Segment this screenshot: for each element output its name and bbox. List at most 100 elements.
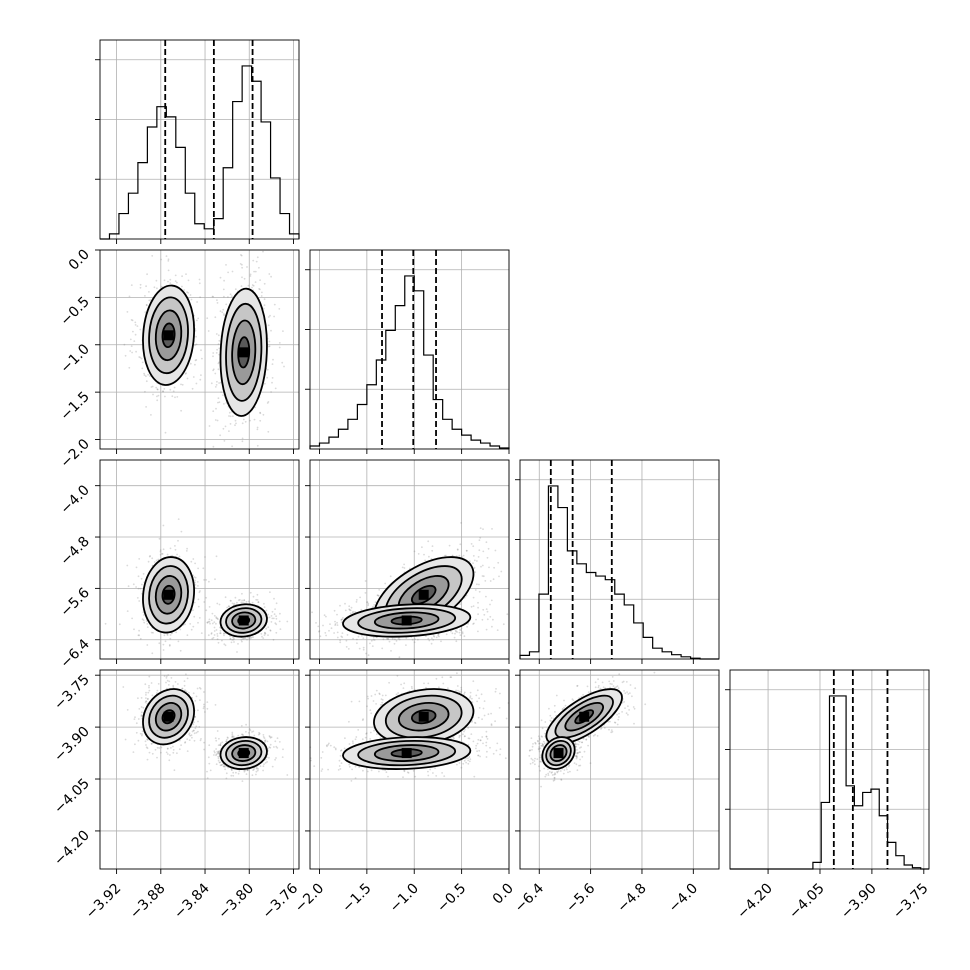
scatter-point bbox=[477, 613, 479, 616]
scatter-point bbox=[137, 634, 140, 637]
scatter-point bbox=[262, 637, 265, 639]
scatter-point bbox=[214, 386, 217, 388]
scatter-point bbox=[242, 418, 245, 421]
scatter-point bbox=[157, 683, 160, 685]
scatter-point bbox=[484, 580, 487, 582]
scatter-point bbox=[194, 581, 196, 584]
scatter-point bbox=[167, 280, 169, 283]
y-tick-label: −0.5 bbox=[57, 294, 92, 329]
scatter-point bbox=[156, 689, 159, 692]
scatter-point bbox=[456, 549, 459, 551]
scatter-point bbox=[339, 641, 342, 644]
scatter-point bbox=[167, 260, 170, 262]
scatter-point bbox=[217, 343, 220, 345]
scatter-point bbox=[144, 390, 146, 393]
scatter-point bbox=[228, 415, 230, 417]
panel-frame bbox=[309, 249, 510, 450]
scatter-point bbox=[104, 622, 107, 625]
scatter-point bbox=[146, 273, 149, 276]
y-tick-label: 0.0 bbox=[66, 247, 93, 274]
scatter-point bbox=[340, 621, 343, 624]
scatter-point bbox=[220, 391, 223, 393]
density-peak bbox=[401, 615, 412, 626]
scatter-point bbox=[144, 295, 146, 297]
scatter-point bbox=[249, 419, 252, 422]
scatter-point bbox=[144, 683, 147, 686]
scatter-point bbox=[135, 731, 138, 734]
scatter-point bbox=[195, 335, 198, 338]
scatter-point bbox=[438, 635, 440, 638]
scatter-point bbox=[256, 428, 259, 431]
scatter-point bbox=[167, 258, 170, 261]
scatter-point bbox=[373, 604, 376, 606]
scatter-point bbox=[315, 622, 317, 624]
scatter-point bbox=[376, 594, 379, 596]
scatter-point bbox=[398, 656, 401, 659]
scatter-point bbox=[398, 638, 401, 641]
scatter-point bbox=[165, 681, 167, 684]
scatter-point bbox=[145, 304, 148, 306]
scatter-point bbox=[367, 654, 370, 657]
scatter-point bbox=[256, 593, 259, 596]
scatter-point bbox=[181, 285, 183, 288]
scatter-point bbox=[159, 553, 162, 556]
scatter-point bbox=[162, 524, 165, 527]
scatter-point bbox=[263, 298, 266, 301]
scatter-point bbox=[241, 263, 243, 266]
scatter-point bbox=[186, 750, 189, 752]
scatter-point bbox=[482, 528, 484, 530]
scatter-point bbox=[349, 609, 352, 612]
scatter-point bbox=[181, 275, 184, 278]
scatter-point bbox=[174, 681, 177, 683]
contour-line-0 bbox=[219, 603, 268, 638]
scatter-point bbox=[168, 680, 171, 683]
scatter-point bbox=[174, 280, 177, 283]
scatter-point bbox=[435, 636, 438, 639]
scatter-point bbox=[167, 674, 170, 676]
density-peak bbox=[238, 615, 249, 626]
density-peak bbox=[163, 589, 174, 600]
scatter-point bbox=[264, 631, 266, 634]
scatter-point bbox=[263, 304, 266, 307]
scatter-point bbox=[384, 582, 387, 585]
scatter-point bbox=[187, 292, 190, 294]
contour-line-2 bbox=[154, 575, 183, 615]
scatter-point bbox=[212, 445, 215, 448]
scatter-point bbox=[389, 575, 392, 578]
scatter-point bbox=[482, 575, 485, 578]
scatter-point bbox=[126, 311, 129, 313]
scatter-point bbox=[267, 634, 269, 636]
scatter-point bbox=[458, 554, 461, 557]
scatter-point bbox=[362, 637, 365, 640]
scatter-point bbox=[492, 618, 494, 621]
scatter-point bbox=[145, 700, 147, 703]
scatter-point bbox=[155, 386, 158, 389]
scatter-point bbox=[176, 396, 179, 398]
scatter-point bbox=[234, 419, 237, 422]
scatter-point bbox=[273, 303, 276, 306]
scatter-point bbox=[224, 596, 227, 599]
scatter-point bbox=[241, 276, 243, 279]
scatter-point bbox=[194, 329, 197, 332]
scatter-point bbox=[241, 440, 244, 443]
scatter-point bbox=[208, 425, 211, 427]
scatter-point bbox=[458, 631, 461, 634]
scatter-point bbox=[169, 754, 171, 756]
scatter-point bbox=[204, 556, 206, 558]
scatter-point bbox=[228, 605, 230, 608]
scatter-point bbox=[430, 642, 433, 645]
scatter-point bbox=[275, 631, 278, 634]
scatter-point bbox=[203, 741, 206, 744]
scatter-point bbox=[208, 620, 211, 623]
scatter-point bbox=[395, 640, 398, 642]
scatter-point bbox=[365, 652, 367, 655]
scatter-point bbox=[460, 522, 462, 524]
scatter-point bbox=[149, 555, 152, 557]
scatter-point bbox=[189, 734, 192, 737]
scatter-point bbox=[192, 376, 195, 378]
scatter-point bbox=[372, 605, 374, 608]
scatter-point bbox=[231, 602, 234, 605]
scatter-point bbox=[134, 716, 136, 719]
scatter-point bbox=[451, 632, 454, 635]
